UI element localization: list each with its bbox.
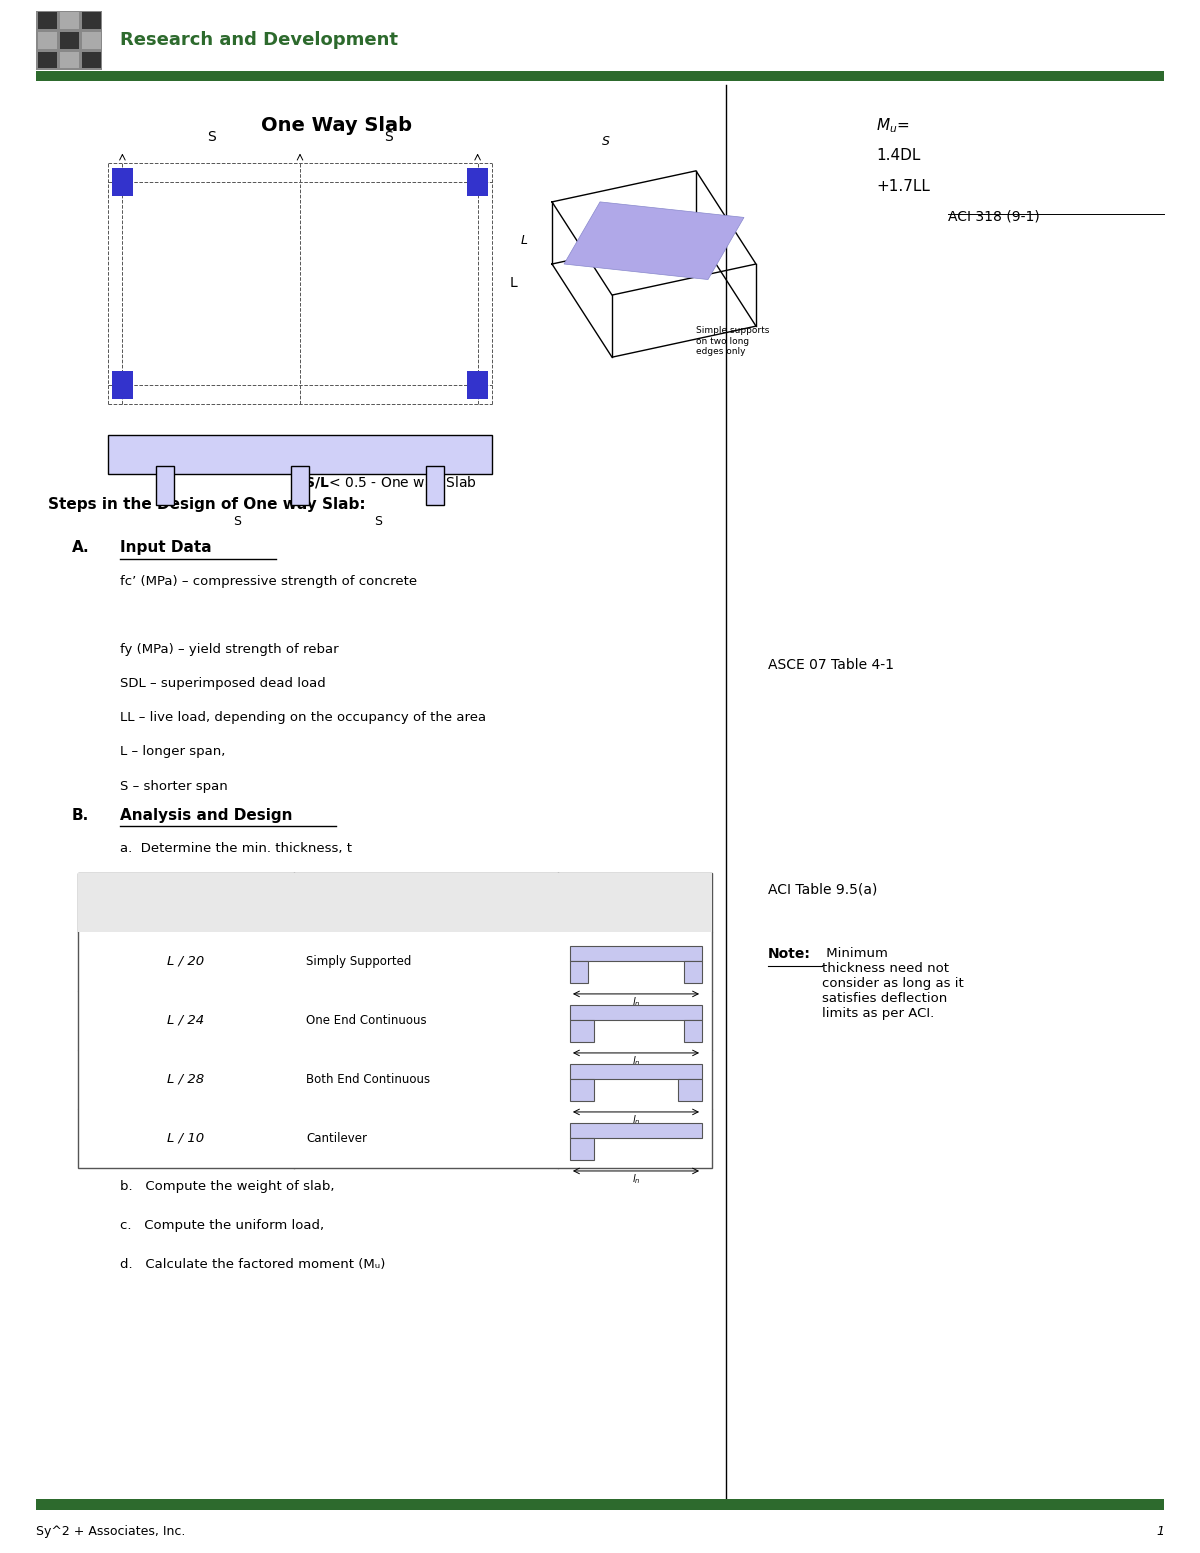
Text: fy (MPa) – yield strength of rebar: fy (MPa) – yield strength of rebar — [120, 643, 338, 655]
Bar — [570, 1123, 702, 1138]
Bar — [570, 1079, 594, 1101]
Bar — [78, 873, 712, 1168]
Bar — [570, 961, 588, 983]
Bar — [38, 51, 56, 68]
Text: Input Data: Input Data — [120, 540, 211, 556]
Bar — [684, 1020, 702, 1042]
Text: Minimum
thickness need not
consider as long as it
satisfies deflection
limits as: Minimum thickness need not consider as l… — [822, 947, 964, 1020]
Text: Note:: Note: — [768, 947, 811, 961]
Text: S: S — [233, 516, 241, 528]
Bar — [78, 873, 712, 932]
Bar — [108, 435, 492, 474]
Bar — [36, 1499, 1164, 1510]
Text: If $\bf{S/L}$< 0.5 - One way Slab: If $\bf{S/L}$< 0.5 - One way Slab — [292, 474, 476, 492]
Text: LL – live load, depending on the occupancy of the area: LL – live load, depending on the occupan… — [120, 711, 486, 724]
Text: B.: B. — [72, 808, 89, 823]
Text: ASCE 07 Table 4-1: ASCE 07 Table 4-1 — [768, 658, 894, 672]
Bar — [156, 466, 174, 505]
Bar — [112, 371, 133, 399]
Text: L / 10: L / 10 — [168, 1132, 204, 1145]
Text: S: S — [206, 130, 216, 144]
Text: Support Condition: Support Condition — [358, 896, 494, 909]
Text: $M_u$=: $M_u$= — [876, 116, 910, 135]
Bar — [684, 961, 702, 983]
Bar — [467, 168, 488, 196]
Text: S: S — [374, 516, 382, 528]
Bar — [678, 1079, 702, 1101]
Text: $l_n$: $l_n$ — [631, 1173, 641, 1186]
Text: Steps in the Design of One way Slab:: Steps in the Design of One way Slab: — [48, 497, 366, 512]
Text: +1.7LL: +1.7LL — [876, 179, 930, 194]
Text: Both End Continuous: Both End Continuous — [306, 1073, 430, 1086]
Bar — [38, 33, 56, 48]
Text: fc’ (MPa) – compressive strength of concrete: fc’ (MPa) – compressive strength of conc… — [120, 575, 418, 587]
Text: 1: 1 — [1156, 1525, 1164, 1537]
Text: $l_n$: $l_n$ — [631, 995, 641, 1009]
Bar — [570, 1138, 594, 1160]
Bar — [83, 12, 101, 30]
Text: Minimum Thickness: Minimum Thickness — [113, 896, 259, 909]
Text: L / 20: L / 20 — [168, 955, 204, 968]
Text: Analysis and Design: Analysis and Design — [120, 808, 293, 823]
Text: S – shorter span: S – shorter span — [120, 780, 228, 792]
Polygon shape — [564, 202, 744, 280]
Text: b.   Compute the weight of slab,: b. Compute the weight of slab, — [120, 1180, 335, 1193]
Text: Simple supports
on two long
edges only: Simple supports on two long edges only — [696, 326, 769, 356]
Bar — [570, 946, 702, 961]
Bar — [38, 12, 56, 30]
Bar — [570, 1020, 594, 1042]
Bar — [570, 1064, 702, 1079]
Text: Research and Development: Research and Development — [120, 31, 398, 50]
Bar — [292, 466, 310, 505]
Text: ACI 318 (9-1): ACI 318 (9-1) — [948, 210, 1039, 224]
Bar — [60, 33, 79, 48]
Text: L: L — [521, 235, 528, 247]
Bar — [36, 11, 102, 70]
Bar — [36, 71, 1164, 81]
Text: $l_n$: $l_n$ — [631, 1054, 641, 1068]
Text: L: L — [510, 276, 517, 290]
Text: L – longer span,: L – longer span, — [120, 745, 226, 758]
Bar — [426, 466, 444, 505]
Text: Simply Supported: Simply Supported — [306, 955, 412, 968]
Text: L / 28: L / 28 — [168, 1073, 204, 1086]
Text: One Way Slab: One Way Slab — [260, 116, 412, 135]
Bar — [60, 51, 79, 68]
Text: a.  Determine the min. thickness, t: a. Determine the min. thickness, t — [120, 842, 352, 854]
Text: $l_n$: $l_n$ — [631, 1114, 641, 1127]
Text: Sy^2 + Associates, Inc.: Sy^2 + Associates, Inc. — [36, 1525, 185, 1537]
Text: S: S — [384, 130, 394, 144]
Bar — [60, 12, 79, 30]
Bar — [83, 33, 101, 48]
Bar — [570, 1005, 702, 1020]
Text: d.   Calculate the factored moment (Mᵤ): d. Calculate the factored moment (Mᵤ) — [120, 1258, 385, 1270]
Bar — [467, 371, 488, 399]
Bar — [83, 51, 101, 68]
Text: Cantilever: Cantilever — [306, 1132, 367, 1145]
Text: L / 24: L / 24 — [168, 1014, 204, 1027]
Text: 1.4DL: 1.4DL — [876, 148, 920, 163]
Text: A.: A. — [72, 540, 90, 556]
Text: ACI Table 9.5(a): ACI Table 9.5(a) — [768, 882, 877, 896]
Text: SDL – superimposed dead load: SDL – superimposed dead load — [120, 677, 325, 690]
Bar — [112, 168, 133, 196]
Text: One End Continuous: One End Continuous — [306, 1014, 427, 1027]
Text: S: S — [602, 135, 610, 148]
Text: c.   Compute the uniform load,: c. Compute the uniform load, — [120, 1219, 324, 1232]
